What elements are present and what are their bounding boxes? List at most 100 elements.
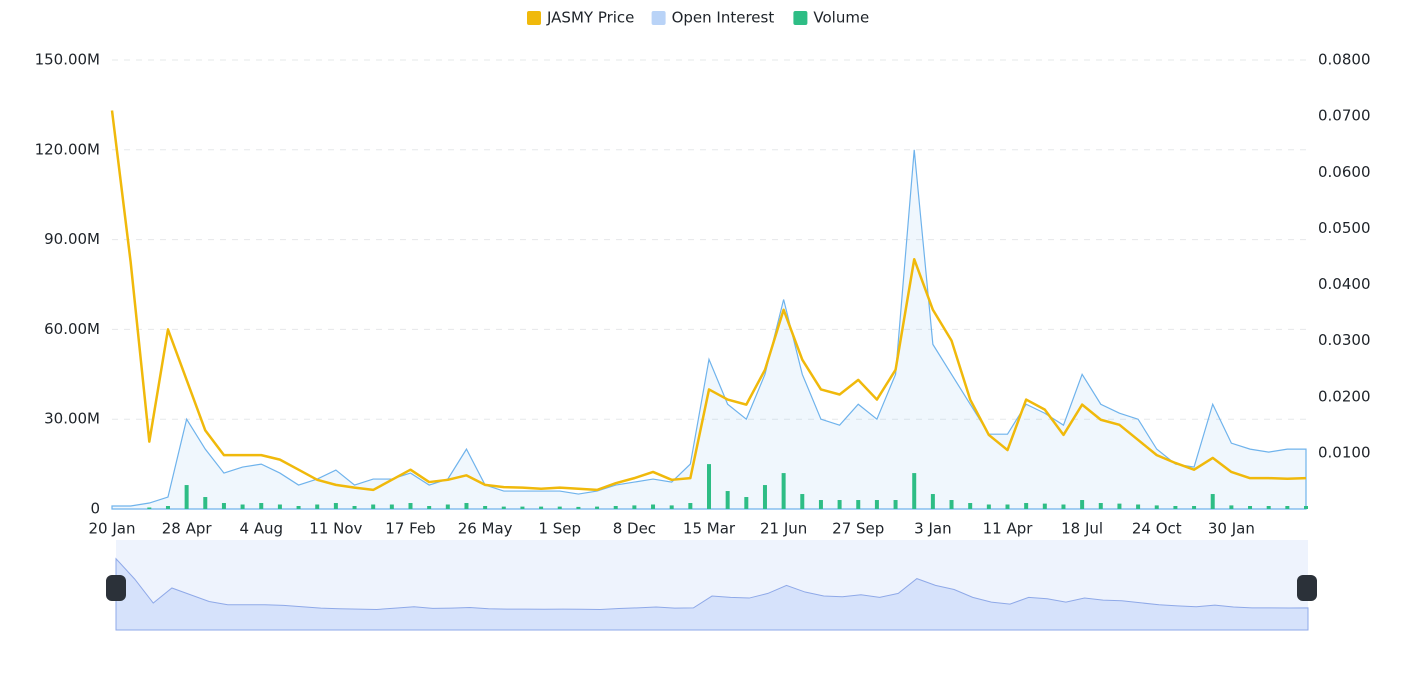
volume-bar: [1229, 505, 1234, 509]
volume-bar: [1042, 503, 1047, 509]
x-tick-label: 17 Feb: [385, 520, 435, 538]
zoom-handle[interactable]: [1297, 575, 1317, 601]
volume-bar: [1024, 503, 1029, 509]
volume-bar: [669, 505, 674, 509]
volume-bar: [445, 504, 450, 509]
y-tick-label: 90.00M: [44, 230, 100, 248]
y-tick-label: 30.00M: [44, 410, 100, 428]
volume-bar: [203, 497, 208, 509]
price-line: [110, 110, 1307, 492]
legend-swatch[interactable]: [651, 11, 666, 25]
volume-bar: [501, 506, 506, 509]
volume-bar: [1304, 506, 1308, 509]
volume-bar: [1117, 503, 1122, 509]
volume-bar: [259, 503, 264, 509]
volume-bar: [427, 506, 432, 509]
legend-swatch[interactable]: [793, 11, 808, 25]
y2-tick-label: 0.0200: [1318, 387, 1371, 405]
volume-bar: [781, 473, 786, 509]
x-tick-label: 28 Apr: [162, 520, 213, 538]
volume-bar: [333, 503, 338, 509]
volume-bar: [613, 506, 618, 509]
volume-bar: [1285, 506, 1290, 509]
volume-bar: [725, 491, 730, 509]
volume-bar: [1098, 503, 1103, 509]
x-tick-label: 30 Jan: [1208, 520, 1255, 538]
x-tick-label: 15 Mar: [683, 520, 736, 538]
volume-bar: [352, 506, 357, 509]
zoom-preview: [115, 557, 1309, 631]
x-tick-label: 3 Jan: [914, 520, 951, 538]
volume-bar: [1136, 504, 1141, 509]
legend-label[interactable]: Volume: [813, 9, 869, 27]
volume-bar: [520, 506, 525, 509]
y2-tick-label: 0.0800: [1318, 51, 1371, 69]
volume-bar: [1192, 506, 1197, 509]
volume-bar: [874, 500, 879, 509]
y2-tick-label: 0.0600: [1318, 163, 1371, 181]
y-tick-label: 150.00M: [35, 51, 100, 69]
volume-bar: [632, 505, 637, 509]
x-tick-label: 26 May: [458, 520, 513, 538]
legend-swatch[interactable]: [527, 11, 541, 25]
volume-bar: [371, 504, 376, 509]
volume-bar: [1266, 506, 1271, 509]
y2-tick-label: 0.0500: [1318, 219, 1371, 237]
volume-bar: [1248, 506, 1253, 509]
volume-bar: [557, 506, 562, 509]
volume-bar: [408, 503, 413, 509]
x-tick-label: 27 Sep: [832, 520, 884, 538]
x-tick-label: 24 Oct: [1132, 520, 1182, 538]
volume-bar: [539, 506, 544, 509]
legend-label[interactable]: Open Interest: [672, 9, 775, 27]
volume-bar: [240, 504, 245, 509]
y-tick-label: 0: [90, 500, 100, 518]
volume-bar: [483, 506, 488, 509]
y-tick-label: 60.00M: [44, 320, 100, 338]
volume-bar: [986, 504, 991, 509]
x-tick-label: 8 Dec: [613, 520, 656, 538]
volume-bar: [837, 500, 842, 509]
volume-bar: [165, 506, 170, 509]
volume-bar: [762, 485, 767, 509]
volume-bar: [930, 494, 935, 509]
y2-tick-label: 0.0300: [1318, 331, 1371, 349]
volume-bar: [968, 503, 973, 509]
x-tick-label: 18 Jul: [1061, 520, 1103, 538]
x-tick-label: 21 Jun: [760, 520, 807, 538]
volume-bar: [277, 504, 282, 509]
open-interest-area: [111, 149, 1307, 510]
volume-bar: [389, 504, 394, 509]
volume-bar: [296, 506, 301, 509]
y2-tick-label: 0.0700: [1318, 107, 1371, 125]
volume-bar: [856, 500, 861, 509]
x-tick-label: 20 Jan: [89, 520, 136, 538]
volume-bar: [707, 464, 711, 509]
x-tick-label: 1 Sep: [538, 520, 581, 538]
y2-tick-label: 0.0400: [1318, 275, 1371, 293]
volume-bar: [464, 503, 469, 509]
volume-bar: [800, 494, 805, 509]
volume-bar: [315, 504, 320, 509]
volume-bar: [688, 503, 693, 509]
volume-bar: [818, 500, 823, 509]
x-tick-label: 11 Nov: [309, 520, 362, 538]
volume-bar: [893, 500, 898, 509]
volume-bar: [221, 503, 226, 509]
legend-label[interactable]: JASMY Price: [546, 9, 634, 27]
x-tick-label: 11 Apr: [983, 520, 1034, 538]
volume-bar: [912, 473, 917, 509]
volume-bar: [1061, 504, 1066, 509]
volume-bar: [744, 497, 749, 509]
volume-bar: [1080, 500, 1085, 509]
volume-bar: [1173, 506, 1178, 509]
volume-bar: [651, 504, 656, 509]
y-tick-label: 120.00M: [35, 140, 100, 158]
zoom-handle[interactable]: [106, 575, 126, 601]
volume-bar: [1210, 494, 1215, 509]
volume-bar: [576, 506, 581, 509]
volume-bar: [1154, 505, 1159, 509]
volume-bar: [595, 506, 600, 509]
volume-bar: [1005, 504, 1010, 509]
